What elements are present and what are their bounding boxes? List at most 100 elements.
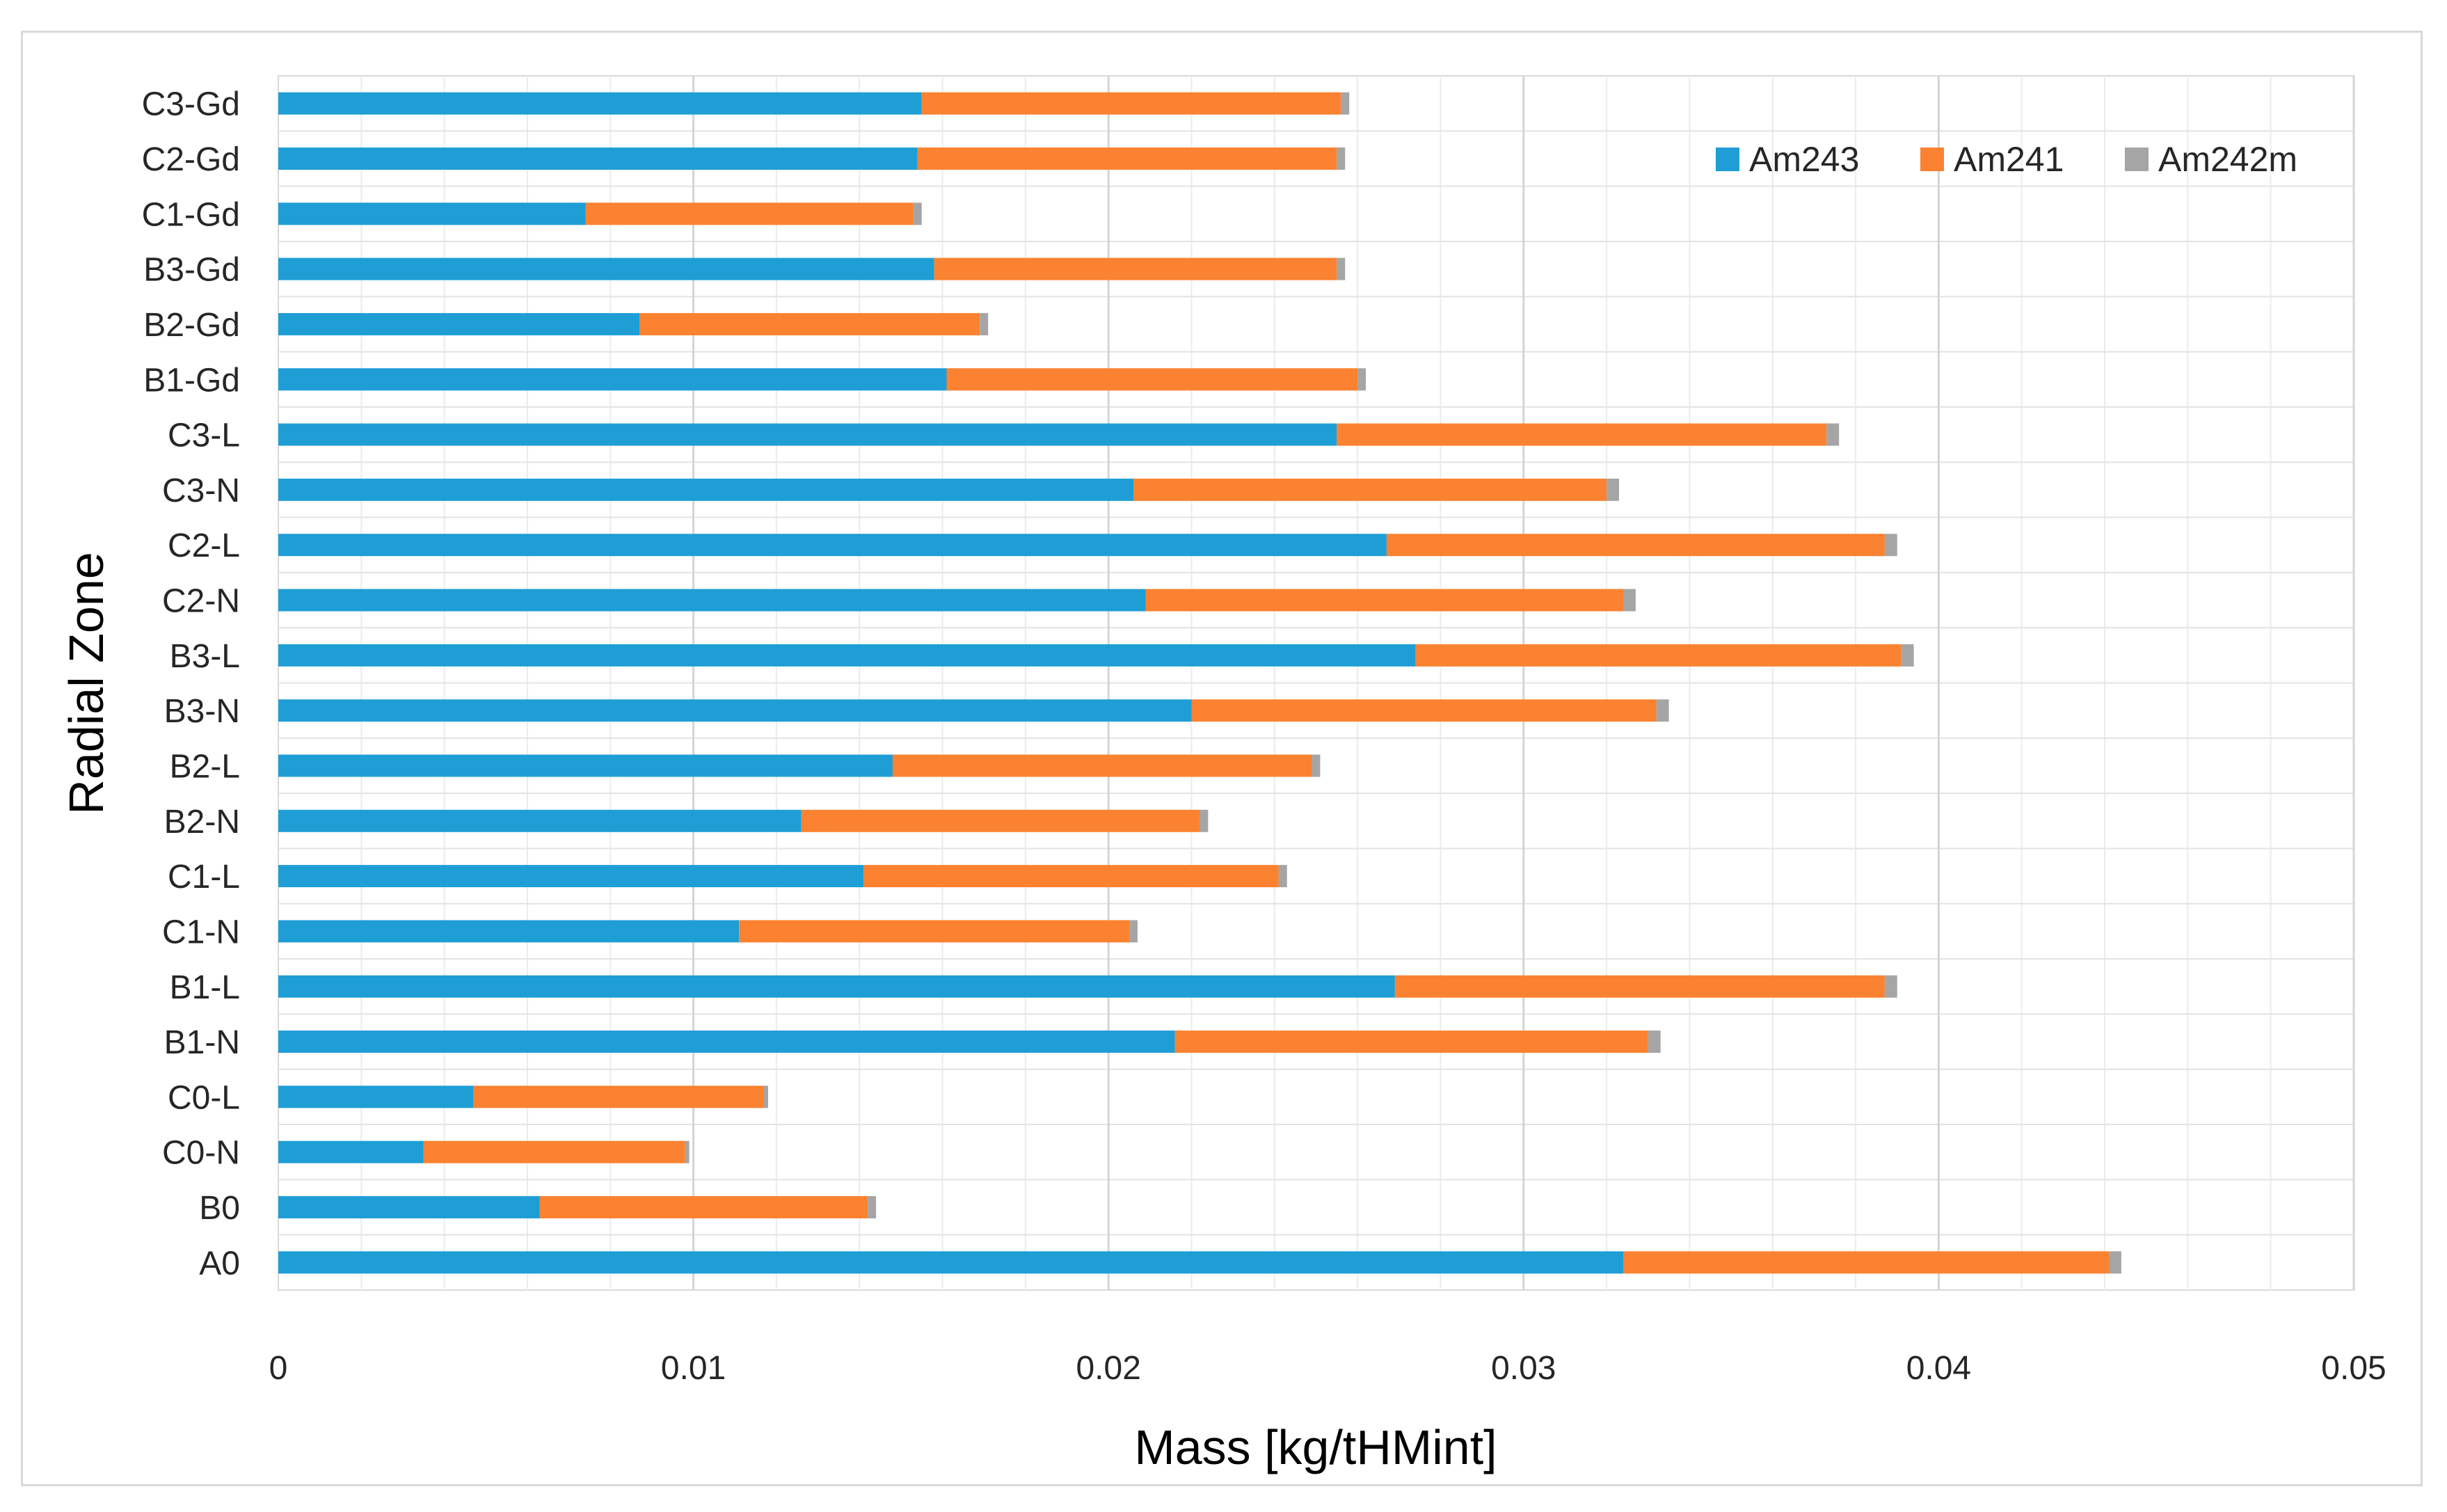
bar-am241-b2-n[interactable] [801, 809, 1200, 832]
bar-am243-c1-l[interactable] [278, 865, 864, 888]
bar-am241-c1-l[interactable] [863, 865, 1279, 888]
bar-am243-c0-l[interactable] [278, 1085, 474, 1108]
bar-am241-b2-l[interactable] [892, 754, 1312, 777]
bar-am241-c3-n[interactable] [1133, 478, 1607, 501]
bar-am242m-c1-n[interactable] [1129, 920, 1138, 943]
bar-am243-b2-n[interactable] [278, 809, 802, 832]
bar-am242m-b3-l[interactable] [1901, 644, 1914, 667]
bar-am243-c3-n[interactable] [278, 478, 1133, 501]
bar-am242m-b2-gd[interactable] [980, 312, 989, 335]
bar-am241-b1-l[interactable] [1394, 975, 1885, 998]
bar-am242m-c0-n[interactable] [685, 1140, 690, 1163]
bar-am241-c0-l[interactable] [473, 1085, 765, 1108]
bar-am242m-b3-n[interactable] [1656, 699, 1669, 722]
bar-am243-b3-gd[interactable] [278, 257, 934, 280]
y-tick-label: B3-Gd [143, 252, 240, 289]
x-tick-label: 0.03 [1491, 1350, 1556, 1387]
bar-am243-b3-n[interactable] [278, 699, 1192, 722]
bar-am242m-c3-gd[interactable] [1341, 92, 1350, 115]
bar-am243-a0[interactable] [278, 1251, 1623, 1274]
y-tick-label: C3-N [162, 472, 240, 509]
bar-am242m-c1-l[interactable] [1278, 865, 1287, 888]
bar-am243-c2-l[interactable] [278, 534, 1387, 557]
x-tick-label: 0.02 [1076, 1350, 1140, 1387]
bar-am241-c2-gd[interactable] [917, 147, 1337, 170]
bar-am241-c3-gd[interactable] [921, 92, 1341, 115]
bar-am242m-c2-l[interactable] [1884, 534, 1897, 557]
legend-item-am242m[interactable]: Am242m [2125, 140, 2297, 179]
bar-am242m-b2-l[interactable] [1312, 754, 1321, 777]
bar-am241-c1-gd[interactable] [585, 202, 914, 225]
legend: Am243 Am241 Am242m [1716, 140, 2297, 179]
legend-label-am241: Am241 [1954, 140, 2064, 179]
bar-am243-c2-n[interactable] [278, 589, 1146, 612]
bar-am243-c1-gd[interactable] [278, 202, 586, 225]
bar-am241-a0[interactable] [1623, 1251, 2110, 1274]
bar-am243-c3-gd[interactable] [278, 92, 922, 115]
bar-am242m-c2-gd[interactable] [1337, 147, 1346, 170]
bar-am243-c3-l[interactable] [278, 423, 1337, 446]
bar-am243-c2-gd[interactable] [278, 147, 918, 170]
y-tick-label: C1-Gd [142, 196, 240, 233]
x-tick-label: 0 [269, 1350, 288, 1387]
bar-am242m-b1-l[interactable] [1884, 975, 1897, 998]
y-tick-label: B1-Gd [143, 362, 240, 399]
x-tick-label: 0.05 [2321, 1350, 2386, 1387]
legend-item-am243[interactable]: Am243 [1716, 140, 1859, 179]
bar-am243-b3-l[interactable] [278, 644, 1416, 667]
y-tick-label: C0-N [162, 1135, 240, 1172]
bar-am241-c2-n[interactable] [1145, 589, 1623, 612]
bar-am241-b3-l[interactable] [1415, 644, 1902, 667]
bars-group [278, 92, 2121, 1274]
bar-am242m-a0[interactable] [2109, 1251, 2121, 1274]
bar-am242m-b1-gd[interactable] [1357, 368, 1366, 391]
bar-am243-b1-gd[interactable] [278, 368, 947, 391]
bar-am241-b3-n[interactable] [1191, 699, 1657, 722]
y-tick-label: B2-N [164, 804, 240, 841]
legend-swatch-am241 [1920, 148, 1944, 171]
y-tick-label: C3-L [168, 417, 240, 454]
y-tick-label: C1-N [162, 914, 240, 950]
bar-am243-b1-l[interactable] [278, 975, 1395, 998]
x-tick-label: 0.04 [1906, 1350, 1971, 1387]
bar-am242m-b2-n[interactable] [1199, 809, 1209, 832]
y-axis-tick-labels: C3-Gd C2-Gd C1-Gd B3-Gd B2-Gd B1-Gd C3-L C3-N C2… [142, 86, 240, 1282]
bar-am241-b0[interactable] [539, 1196, 868, 1219]
y-tick-label: B2-Gd [143, 307, 240, 344]
bar-am243-b1-n[interactable] [278, 1030, 1175, 1053]
bar-am242m-b0[interactable] [868, 1196, 877, 1219]
bar-am243-b2-gd[interactable] [278, 312, 640, 335]
bar-am241-b3-gd[interactable] [934, 257, 1337, 280]
bar-am243-b2-l[interactable] [278, 754, 893, 777]
bar-am242m-c2-n[interactable] [1623, 589, 1636, 612]
bar-am241-b1-n[interactable] [1174, 1030, 1648, 1053]
y-tick-label: C1-L [168, 859, 240, 896]
bar-am241-c0-n[interactable] [423, 1140, 685, 1163]
bar-am242m-c1-gd[interactable] [913, 202, 922, 225]
chart-svg: C3-Gd C2-Gd C1-Gd B3-Gd B2-Gd B1-Gd C3-L C3-N C2… [59, 75, 2386, 1474]
legend-label-am242m: Am242m [2158, 140, 2297, 179]
y-tick-label: C3-Gd [142, 86, 240, 123]
bar-am242m-b3-gd[interactable] [1337, 257, 1346, 280]
legend-swatch-am243 [1716, 148, 1739, 171]
bar-am243-c0-n[interactable] [278, 1140, 424, 1163]
y-tick-label: B1-N [164, 1024, 240, 1061]
grid-major-lines [278, 76, 2355, 1290]
bar-am243-b0[interactable] [278, 1196, 540, 1219]
legend-label-am243: Am243 [1749, 140, 1859, 179]
bar-am242m-c0-l[interactable] [764, 1085, 768, 1108]
legend-item-am241[interactable]: Am241 [1920, 140, 2064, 179]
bar-am241-c3-l[interactable] [1337, 423, 1827, 446]
bar-am242m-c3-n[interactable] [1607, 478, 1620, 501]
bar-am241-c2-l[interactable] [1386, 534, 1885, 557]
bar-am241-c1-n[interactable] [739, 920, 1130, 943]
bar-am242m-c3-l[interactable] [1826, 423, 1840, 446]
y-tick-label: B1-L [170, 969, 240, 1006]
y-tick-label: C2-L [168, 527, 240, 564]
bar-am241-b1-gd[interactable] [946, 368, 1358, 391]
y-tick-label: A0 [199, 1245, 240, 1282]
bar-am242m-b1-n[interactable] [1648, 1030, 1661, 1053]
bar-am243-c1-n[interactable] [278, 920, 740, 943]
bar-am241-b2-gd[interactable] [639, 312, 980, 335]
y-tick-label: B0 [199, 1190, 240, 1227]
